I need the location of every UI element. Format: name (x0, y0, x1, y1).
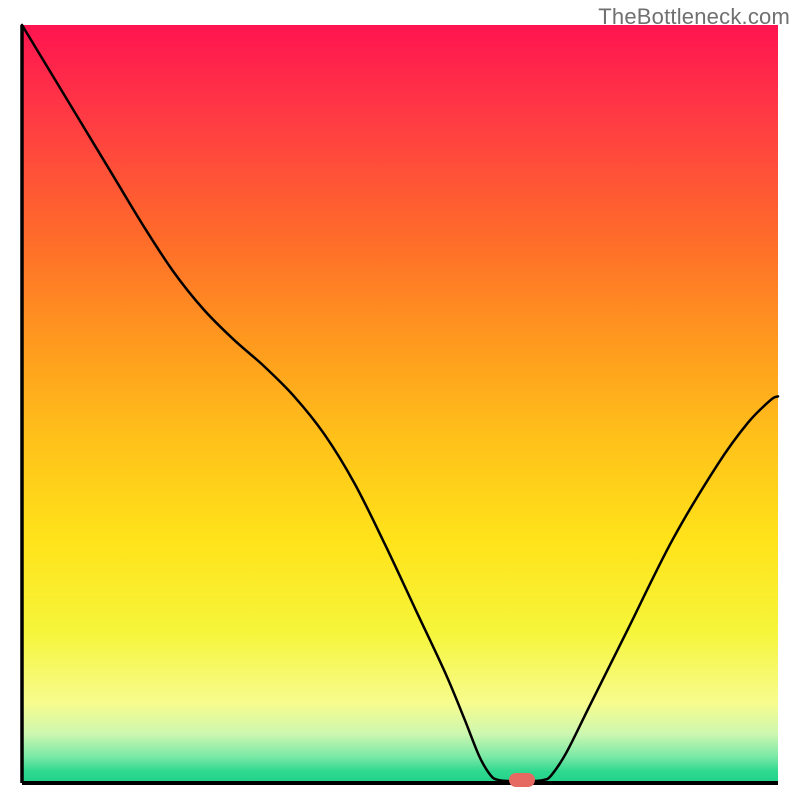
plot-background (22, 25, 778, 783)
curve-minimum-marker (509, 773, 535, 787)
watermark-text: TheBottleneck.com (598, 4, 790, 30)
chart-root: TheBottleneck.com (0, 0, 800, 800)
bottleneck-chart (0, 0, 800, 800)
